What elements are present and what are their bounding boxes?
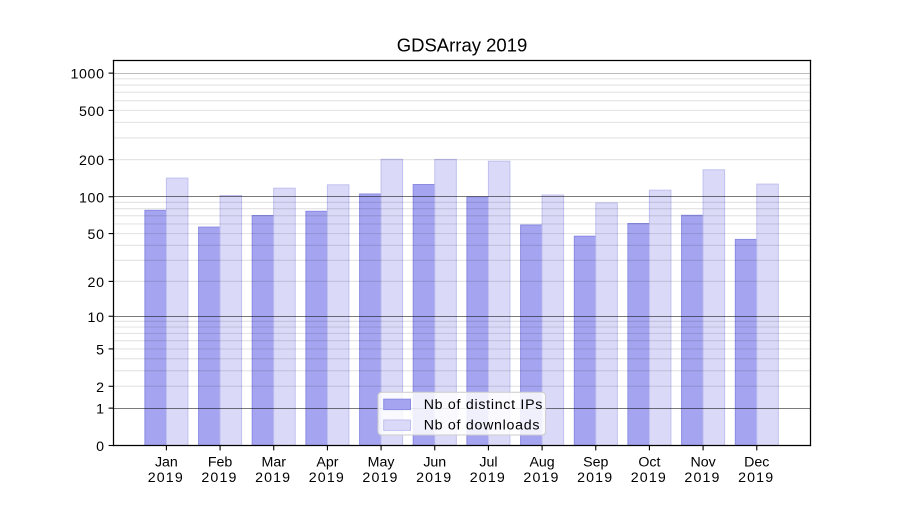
svg-text:Dec: Dec: [744, 454, 769, 470]
svg-text:5: 5: [96, 342, 105, 358]
svg-text:GDSArray 2019: GDSArray 2019: [397, 35, 528, 56]
svg-text:20: 20: [88, 275, 105, 291]
svg-text:Nb of distinct IPs: Nb of distinct IPs: [424, 397, 543, 413]
svg-text:Nb of downloads: Nb of downloads: [424, 418, 541, 434]
svg-text:10: 10: [88, 310, 105, 326]
svg-text:100: 100: [79, 190, 105, 206]
svg-text:2019: 2019: [416, 470, 452, 486]
svg-text:Jul: Jul: [479, 454, 497, 470]
svg-text:2019: 2019: [148, 470, 184, 486]
svg-text:2019: 2019: [577, 470, 613, 486]
svg-text:1: 1: [96, 402, 105, 418]
svg-text:2019: 2019: [470, 470, 506, 486]
svg-text:2019: 2019: [201, 470, 237, 486]
svg-text:2019: 2019: [631, 470, 667, 486]
svg-text:2019: 2019: [309, 470, 345, 486]
svg-text:500: 500: [79, 104, 105, 120]
svg-text:Nov: Nov: [690, 454, 716, 470]
svg-text:Oct: Oct: [638, 454, 660, 470]
svg-text:50: 50: [88, 227, 105, 243]
svg-text:Feb: Feb: [208, 454, 233, 470]
svg-text:2019: 2019: [523, 470, 559, 486]
svg-text:2019: 2019: [684, 470, 720, 486]
svg-text:2019: 2019: [255, 470, 291, 486]
svg-text:Jan: Jan: [155, 454, 178, 470]
svg-text:Mar: Mar: [262, 454, 287, 470]
svg-text:Apr: Apr: [316, 454, 338, 470]
svg-text:2019: 2019: [738, 470, 774, 486]
svg-text:1000: 1000: [70, 67, 104, 83]
svg-text:0: 0: [96, 439, 105, 455]
svg-text:Jun: Jun: [423, 454, 446, 470]
svg-text:Sep: Sep: [583, 454, 608, 470]
svg-text:2019: 2019: [362, 470, 398, 486]
svg-text:Aug: Aug: [529, 454, 554, 470]
svg-text:2: 2: [96, 380, 105, 396]
svg-text:May: May: [368, 454, 396, 470]
svg-text:200: 200: [79, 153, 105, 169]
